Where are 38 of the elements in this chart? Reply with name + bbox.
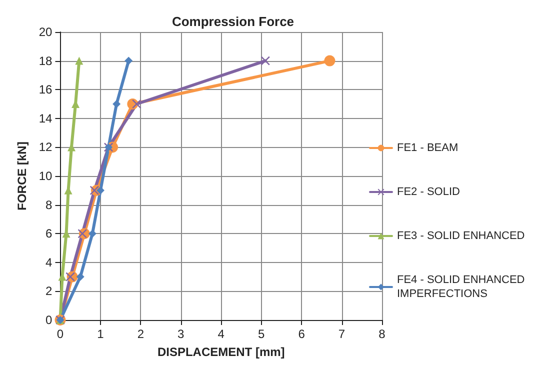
- y-tick-label: 20: [38, 25, 53, 39]
- legend-label: FE2 - SOLID: [397, 186, 460, 198]
- point: [75, 56, 84, 65]
- legend-label: FE4 - SOLID ENHANCED IMPERFECTIONS: [397, 274, 528, 300]
- y-tick-label: 14: [38, 111, 53, 126]
- point: [96, 186, 104, 194]
- y-tick-label: 10: [38, 169, 53, 183]
- x-tick-label: 2: [137, 327, 144, 341]
- x-axis-title: DISPLACEMENT [mm]: [157, 345, 285, 359]
- point: [260, 56, 270, 66]
- x-tick-label: 1: [97, 327, 104, 341]
- point: [124, 56, 133, 65]
- legend-label: FE1 - BEAM: [397, 142, 458, 154]
- y-tick-label: 8: [46, 198, 53, 212]
- x-tick-label: 0: [56, 327, 64, 341]
- y-tick-label: 16: [38, 82, 53, 97]
- x-tick-label: 5: [258, 327, 265, 341]
- x-tick-label: 8: [378, 327, 386, 341]
- y-tick-label: 4: [46, 255, 53, 270]
- x-tick-label: 3: [178, 327, 185, 341]
- point: [324, 55, 336, 66]
- point: [112, 100, 121, 108]
- point: [78, 229, 87, 238]
- point: [90, 186, 99, 195]
- y-tick-label: 2: [46, 284, 53, 298]
- y-tick-label: 0: [46, 313, 53, 327]
- x-tick-label: 4: [218, 327, 225, 341]
- y-axis-title: FORCE [kN]: [15, 142, 29, 210]
- legend-label: FE3 - SOLID ENHANCED: [397, 230, 525, 242]
- point: [132, 100, 142, 108]
- x-tick-label: 6: [298, 327, 306, 341]
- x-tick-label: 7: [338, 327, 346, 341]
- y-tick-label: 12: [38, 140, 53, 154]
- y-tick-label: 6: [46, 226, 53, 241]
- chart-title: Compression Force: [172, 14, 294, 29]
- point: [88, 230, 96, 238]
- point: [76, 272, 84, 281]
- y-tick-label: 18: [38, 54, 53, 68]
